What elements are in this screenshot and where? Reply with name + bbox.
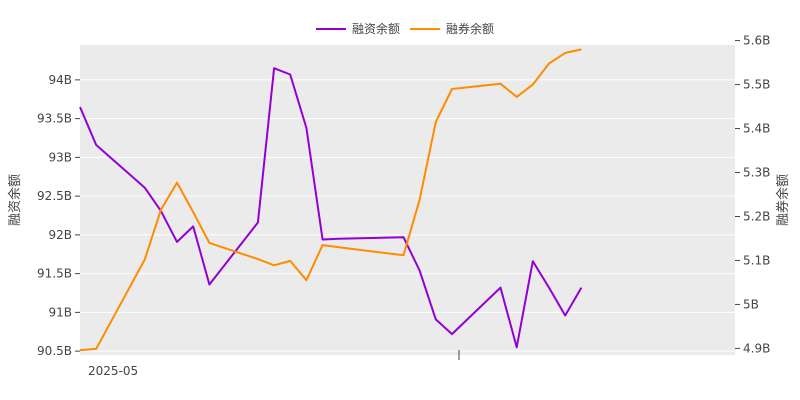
left-axis: 90.5B 91B 91.5B 92B 92.5B 93B 93.5B 94B xyxy=(37,73,80,358)
left-axis-tick-label: 93.5B xyxy=(37,112,72,126)
right-axis-tick-label: 5.6B xyxy=(743,34,770,48)
right-axis-tick-label: 5.3B xyxy=(743,166,770,180)
left-axis-tick-label: 90.5B xyxy=(37,344,72,358)
plot-background xyxy=(80,45,735,355)
left-axis-tick-label: 92B xyxy=(48,228,72,242)
grid-lines xyxy=(80,79,735,352)
right-axis-tick-label: 5.5B xyxy=(743,78,770,92)
left-axis-tick-label: 93B xyxy=(48,150,72,164)
left-axis-tick-label: 94B xyxy=(48,73,72,87)
right-axis-tick-label: 5.1B xyxy=(743,253,770,267)
legend-label-securities-lending: 融券余额 xyxy=(446,21,494,36)
right-axis-title: 融券余额 xyxy=(775,174,791,226)
x-axis-tick-label: 2025-05 xyxy=(88,364,138,378)
right-axis-tick-label: 5.4B xyxy=(743,122,770,136)
right-axis-tick-label: 4.9B xyxy=(743,341,770,355)
right-axis: 4.9B 5B 5.1B 5.2B 5.3B 5.4B 5.5B 5.6B xyxy=(735,34,770,355)
x-axis: 2025-05 xyxy=(88,364,138,378)
legend-item-financing: 融资余额 xyxy=(316,21,400,36)
left-axis-tick-label: 91.5B xyxy=(37,267,72,281)
left-axis-title: 融资余额 xyxy=(7,174,23,226)
legend-label-financing: 融资余额 xyxy=(352,21,400,36)
right-axis-tick-label: 5B xyxy=(743,297,759,311)
series-lines xyxy=(79,48,583,352)
legend: 融资余额 融券余额 xyxy=(316,21,494,36)
series-line-securities-lending xyxy=(79,48,582,352)
series-line-financing xyxy=(79,67,583,349)
legend-item-securities-lending: 融券余额 xyxy=(410,21,494,36)
left-axis-tick-label: 92.5B xyxy=(37,189,72,203)
right-axis-tick-label: 5.2B xyxy=(743,209,770,223)
left-axis-tick-label: 91B xyxy=(48,305,72,319)
